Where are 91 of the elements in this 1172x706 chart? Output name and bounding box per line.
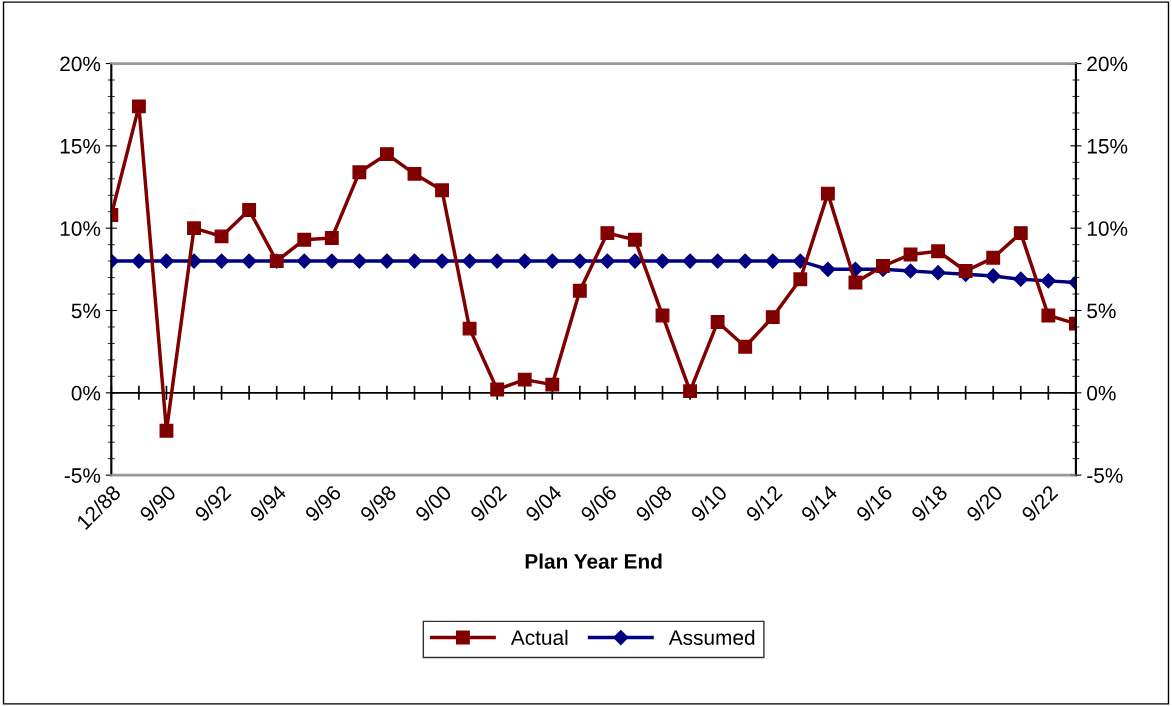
point (820, 186, 835, 201)
x-tick-label: 9/16 (855, 484, 894, 523)
x-tick-label: 9/06 (579, 484, 618, 523)
point (986, 250, 1001, 265)
y-tick-label: 15% (60, 138, 101, 154)
point (682, 253, 698, 269)
point (214, 253, 230, 269)
point (462, 321, 477, 336)
point (490, 382, 505, 397)
x-tick-label: 9/08 (634, 484, 673, 523)
point (544, 253, 560, 269)
point (407, 166, 422, 181)
x-tick-label: 9/14 (799, 483, 839, 523)
x-tick-label: 9/22 (1020, 484, 1059, 523)
point (241, 253, 257, 269)
y2-tick-label: 15% (1087, 138, 1128, 154)
point (765, 310, 780, 325)
y-tick-label: -5% (64, 468, 101, 483)
point (379, 253, 395, 269)
point (655, 308, 670, 323)
point (683, 384, 698, 399)
point (187, 221, 201, 236)
point (297, 232, 312, 247)
x-tick-label: 9/98 (358, 484, 398, 523)
point (434, 253, 450, 269)
point (324, 253, 340, 269)
point (379, 147, 394, 162)
point (1013, 271, 1029, 287)
y-tick-label: 5% (71, 303, 101, 319)
point (406, 253, 423, 269)
x-tick-label: 9/18 (910, 484, 949, 523)
y2-tick-label: 10% (1087, 221, 1128, 236)
point (710, 253, 726, 269)
point (489, 253, 505, 269)
point (324, 231, 339, 246)
point (1013, 226, 1028, 241)
x-tick-label: 9/10 (689, 484, 728, 523)
point (931, 244, 946, 259)
point (1041, 308, 1056, 323)
point (296, 253, 312, 269)
x-tick-label: 9/04 (524, 483, 563, 523)
point (820, 261, 836, 277)
point (738, 339, 753, 354)
point (462, 253, 478, 269)
x-tick-label: 9/94 (248, 483, 288, 523)
x-tick-label: 9/90 (138, 484, 177, 523)
point (351, 253, 367, 269)
point (985, 268, 1001, 284)
point (131, 253, 147, 269)
point (600, 226, 615, 241)
y2-tick-label: -5% (1087, 468, 1123, 483)
x-tick-label: 9/92 (193, 484, 232, 523)
point (737, 253, 753, 269)
point (654, 253, 671, 269)
y2-tick-label: 5% (1087, 303, 1116, 319)
point (352, 165, 367, 180)
y-tick-label: 20% (60, 56, 101, 72)
point (710, 315, 725, 329)
point (517, 253, 533, 269)
point (131, 99, 146, 114)
point (158, 253, 175, 269)
point (572, 283, 587, 298)
point (599, 253, 615, 269)
x-tick-label: 9/12 (744, 484, 783, 523)
x-axis-title: Plan Year End (525, 553, 662, 569)
point (765, 253, 781, 269)
y-tick-label: 0% (71, 385, 101, 401)
legend-label: Actual (510, 629, 568, 646)
x-tick-label: 9/02 (469, 484, 508, 523)
x-tick-label: 9/96 (303, 484, 342, 523)
x-tick-label: 9/20 (965, 484, 1004, 523)
point (159, 423, 174, 438)
point (242, 203, 257, 218)
point (628, 232, 642, 247)
point (902, 263, 919, 279)
y-tick-label: 10% (60, 221, 101, 236)
point (793, 272, 808, 287)
point (958, 264, 973, 278)
y2-tick-label: 0% (1087, 385, 1116, 401)
y2-tick-label: 20% (1087, 56, 1128, 72)
point (214, 229, 229, 244)
legend-label: Assumed (668, 629, 755, 646)
point (848, 275, 863, 290)
point (572, 253, 588, 269)
point (545, 377, 560, 392)
point (930, 265, 946, 281)
point (517, 372, 532, 387)
point (876, 259, 890, 273)
x-tick-label: 9/00 (414, 484, 453, 523)
point (1040, 273, 1056, 289)
point (435, 183, 449, 198)
